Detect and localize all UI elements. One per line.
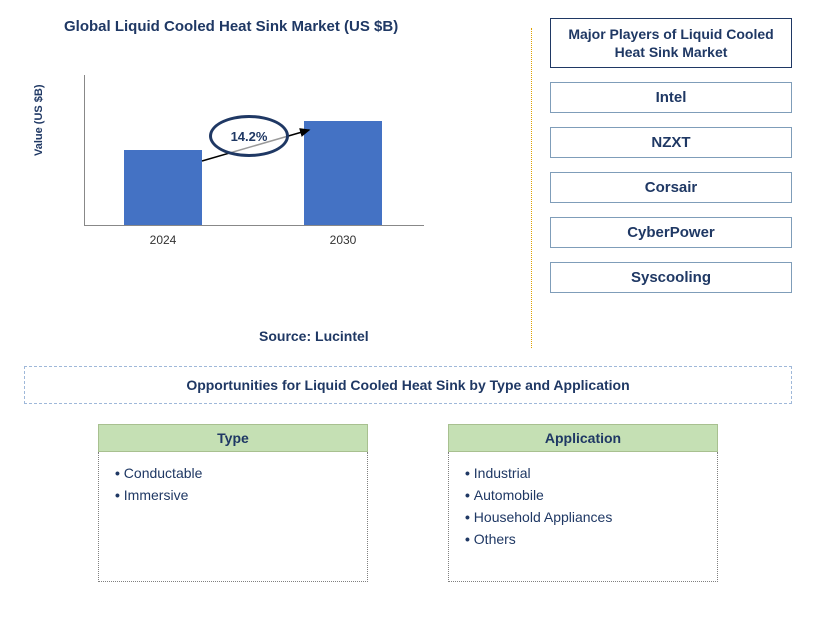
bar-2030 [304, 121, 382, 225]
players-panel: Major Players of Liquid Cooled Heat Sink… [532, 18, 792, 358]
list-item: Household Appliances [465, 506, 701, 528]
bar-chart: Value (US $B) 2024 2030 14.2% [54, 75, 444, 285]
application-box: Application Industrial Automobile Househ… [448, 424, 718, 582]
growth-arrow [54, 75, 444, 285]
chart-panel: Global Liquid Cooled Heat Sink Market (U… [24, 18, 531, 358]
top-section: Global Liquid Cooled Heat Sink Market (U… [24, 18, 792, 358]
y-axis-line [84, 75, 85, 225]
growth-rate-ellipse: 14.2% [209, 115, 289, 157]
y-axis-label: Value (US $B) [33, 84, 45, 156]
bar-2024 [124, 150, 202, 225]
growth-rate-text: 14.2% [231, 129, 268, 144]
list-item: Others [465, 528, 701, 550]
x-label-2024: 2024 [124, 233, 202, 247]
type-body: Conductable Immersive [98, 452, 368, 582]
chart-title: Global Liquid Cooled Heat Sink Market (U… [64, 18, 511, 35]
players-header: Major Players of Liquid Cooled Heat Sink… [550, 18, 792, 68]
player-item: Corsair [550, 172, 792, 203]
application-header: Application [448, 424, 718, 452]
player-item: NZXT [550, 127, 792, 158]
bottom-section: Type Conductable Immersive Application I… [24, 424, 792, 582]
opportunities-band: Opportunities for Liquid Cooled Heat Sin… [24, 366, 792, 404]
x-axis-line [84, 225, 424, 226]
player-item: Syscooling [550, 262, 792, 293]
list-item: Automobile [465, 484, 701, 506]
player-item: CyberPower [550, 217, 792, 248]
list-item: Immersive [115, 484, 351, 506]
type-header: Type [98, 424, 368, 452]
type-list: Conductable Immersive [115, 462, 351, 506]
application-list: Industrial Automobile Household Applianc… [465, 462, 701, 550]
application-body: Industrial Automobile Household Applianc… [448, 452, 718, 582]
x-label-2030: 2030 [304, 233, 382, 247]
list-item: Industrial [465, 462, 701, 484]
player-item: Intel [550, 82, 792, 113]
type-box: Type Conductable Immersive [98, 424, 368, 582]
source-label: Source: Lucintel [259, 328, 369, 344]
list-item: Conductable [115, 462, 351, 484]
